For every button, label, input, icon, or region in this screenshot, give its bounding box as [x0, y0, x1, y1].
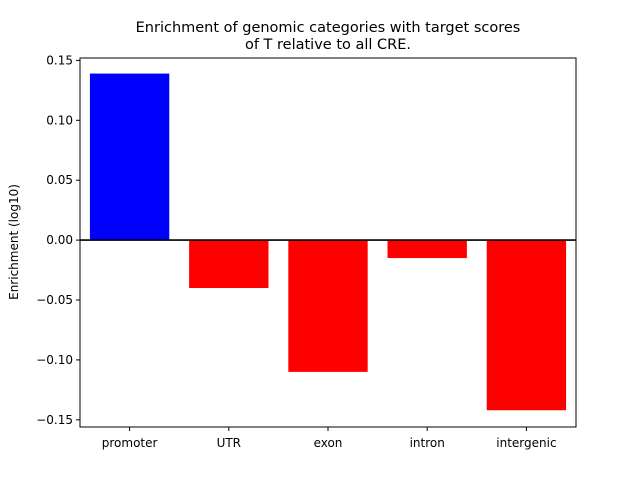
chart-title-line-2: of T relative to all CRE. [245, 37, 411, 53]
y-tick-label: −0.10 [36, 353, 73, 367]
y-tick-label: −0.05 [36, 293, 73, 307]
bar-UTR [189, 240, 269, 289]
x-tick-label-intron: intron [410, 436, 445, 450]
y-axis-ticks: 0.15 0.10 0.05 0.00 −0.05 −0.10 −0.15 [36, 53, 80, 427]
plot-frame [79, 57, 577, 428]
x-axis-ticks: promoter UTR exon intron intergenic [102, 427, 557, 450]
x-tick-label-promoter: promoter [102, 436, 158, 450]
bar-intergenic [486, 240, 567, 411]
y-tick-label: 0.10 [46, 113, 73, 127]
y-tick-label: 0.05 [46, 173, 73, 187]
bar-promoter [89, 73, 170, 241]
x-tick-label-intergenic: intergenic [496, 436, 556, 450]
bar-exon [288, 240, 368, 372]
bar-intron [387, 240, 467, 259]
chart-title-line-1: Enrichment of genomic categories with ta… [136, 20, 521, 36]
y-tick-label: 0.15 [46, 53, 73, 67]
x-tick-label-UTR: UTR [217, 436, 241, 450]
y-tick-label: −0.15 [36, 413, 73, 427]
y-axis-label: Enrichment (log10) [7, 184, 21, 300]
bars-group [89, 73, 567, 411]
y-tick-label: 0.00 [46, 233, 73, 247]
x-tick-label-exon: exon [314, 436, 343, 450]
